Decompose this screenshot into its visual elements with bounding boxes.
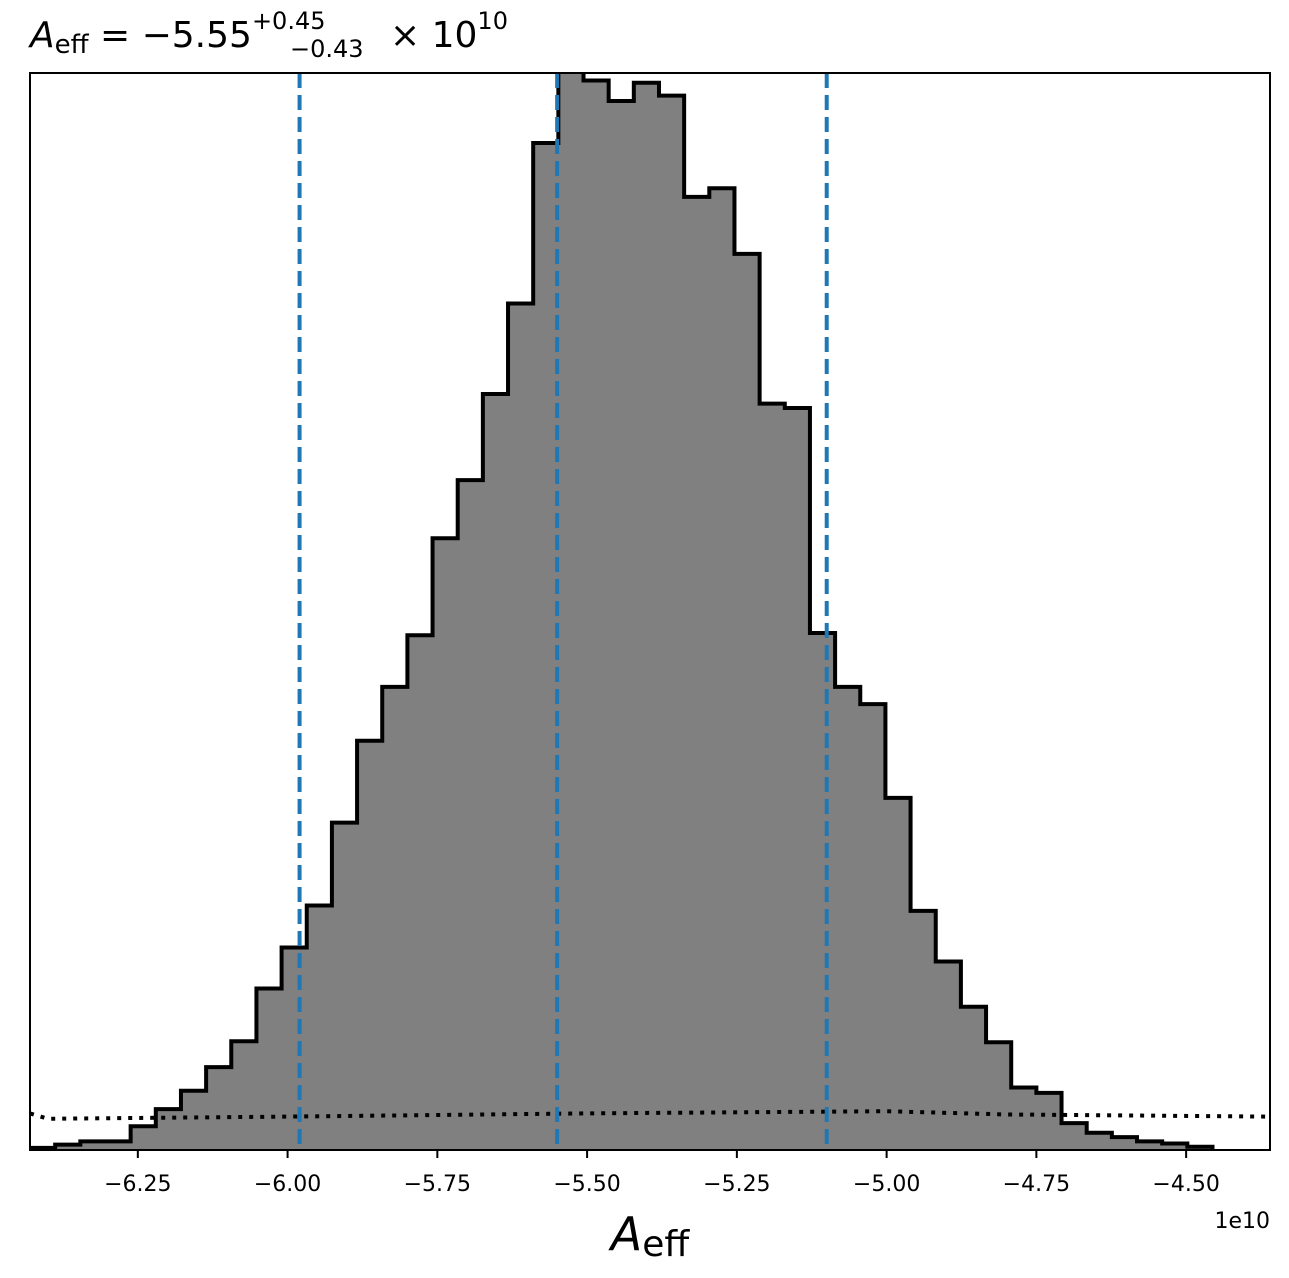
histogram-bar [935,961,962,1150]
histogram-bar [306,905,333,1150]
histogram-bar [231,1041,257,1150]
histogram-bar [331,822,358,1150]
histogram-bar [809,633,836,1150]
histogram-bar [960,1006,987,1150]
histogram-bar [684,196,710,1150]
histogram-bar [860,704,886,1150]
histogram-bar [558,73,585,1150]
histogram-bar [457,480,484,1150]
histogram-bar [633,82,660,1150]
histogram-bar [1011,1087,1037,1150]
histogram-bar [55,1144,81,1150]
x-tick-label: −5.50 [553,1172,620,1197]
x-tick-label: −4.50 [1152,1172,1219,1197]
histogram-bar [835,686,861,1150]
histogram-bar [256,988,283,1150]
histogram-bar [734,253,761,1150]
histogram-bar [986,1042,1012,1150]
histogram-bar [281,947,308,1150]
histogram-bar [357,740,383,1150]
x-tick-label: −5.00 [853,1172,920,1197]
histogram-bar [784,407,811,1150]
histogram-bar [759,403,786,1150]
histogram-bar [533,143,559,1150]
x-axis-label: Aeff [608,1207,691,1265]
histogram-outline [30,73,1215,1150]
histogram-bar [1162,1143,1188,1150]
x-tick-label: −6.25 [104,1172,171,1197]
histogram-bar [709,188,735,1150]
x-tick-label: −4.75 [1003,1172,1070,1197]
histogram-bar [608,101,635,1150]
chart-title: Aeff = −5.55+0.45 −0.43 × 1010 [28,7,508,63]
histogram-bar [130,1126,157,1150]
histogram-bar [1137,1141,1163,1150]
histogram-bar [382,686,408,1150]
histogram-bar [105,1141,132,1150]
axes-frame [29,72,1271,1151]
histogram-bar [180,1090,207,1150]
x-axis-ticks: −6.25 −6.00 −5.75 −5.50 −5.25 −5.00 −4.75 −4.50 [104,1150,1220,1197]
histogram-bar [885,797,912,1150]
histogram-bar [80,1141,106,1150]
histogram-bar [432,538,459,1150]
x-tick-label: −6.00 [254,1172,321,1197]
histogram-bar [1061,1123,1088,1150]
histogram-bar [583,80,610,1150]
histogram-bar [508,303,534,1150]
histogram-bar [910,910,937,1150]
histogram-bar [1086,1132,1113,1150]
histogram-layer [30,73,1270,1150]
histogram-bar [407,635,434,1150]
x-tick-label: −5.25 [703,1172,770,1197]
x-offset-label: 1e10 [1214,1209,1270,1234]
histogram-bar [206,1067,232,1150]
histogram-bar [658,95,685,1150]
x-tick-label: −5.75 [404,1172,471,1197]
histogram-bar [155,1109,182,1150]
histogram-bar [1111,1137,1138,1150]
histogram-bar [1036,1092,1063,1150]
histogram-bar [482,393,509,1150]
plot-area [30,73,1270,1150]
